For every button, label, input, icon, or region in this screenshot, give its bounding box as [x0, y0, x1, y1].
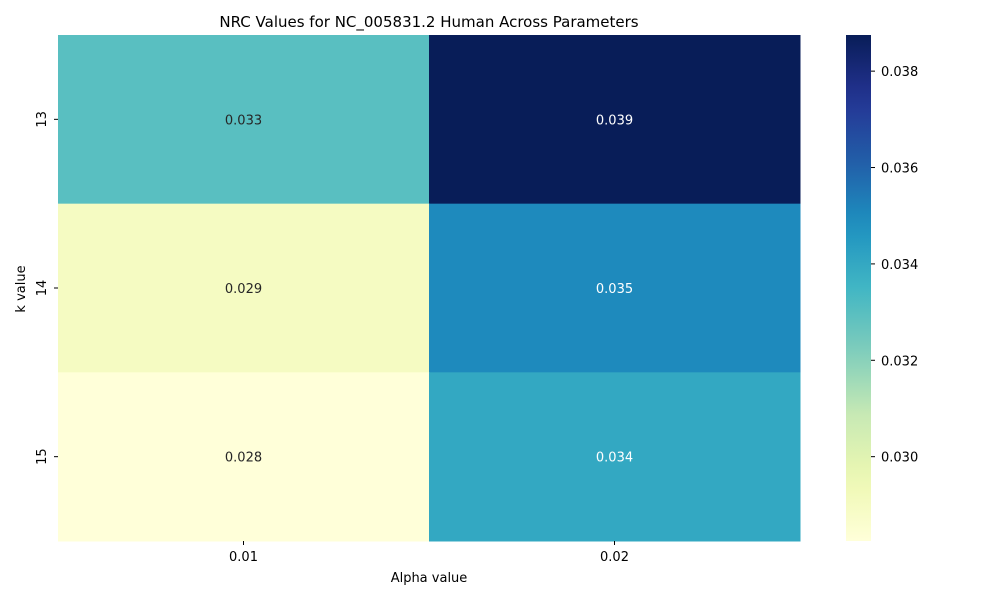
cell-value-label: 0.028: [225, 451, 262, 466]
colorbar-tick-label: 0.032: [881, 354, 918, 369]
y-axis: 13 14 15: [35, 111, 58, 465]
x-axis: 0.01 0.02: [229, 541, 629, 565]
colorbar-tick-label: 0.034: [881, 258, 918, 273]
heatmap-cell: [58, 372, 430, 542]
chart-title: NRC Values for NC_005831.2 Human Across …: [219, 13, 638, 32]
colorbar-gradient: [846, 35, 871, 541]
colorbar: 0.030 0.032 0.034 0.036 0.038: [846, 35, 918, 541]
heatmap-cell: [58, 35, 430, 205]
heatmap-cells: 0.033 0.039 0.029 0.035 0.028 0.034: [58, 35, 801, 542]
y-tick-label: 15: [35, 448, 50, 465]
cell-value-label: 0.034: [596, 451, 633, 466]
colorbar-tick-label: 0.038: [881, 65, 918, 80]
colorbar-tick-label: 0.036: [881, 162, 918, 177]
colorbar-tick-label: 0.030: [881, 451, 918, 466]
y-tick-label: 14: [35, 280, 50, 297]
x-tick-label: 0.02: [600, 550, 629, 565]
cell-value-label: 0.033: [225, 113, 262, 128]
y-tick-label: 13: [35, 111, 50, 128]
heatmap-cell: [429, 35, 801, 205]
heatmap-cell: [58, 203, 430, 373]
x-axis-label: Alpha value: [391, 571, 468, 586]
y-axis-label: k value: [14, 265, 29, 312]
x-tick-label: 0.01: [229, 550, 258, 565]
heatmap-cell: [429, 372, 801, 542]
cell-value-label: 0.029: [225, 282, 262, 297]
heatmap-cell: [429, 203, 801, 373]
cell-value-label: 0.039: [596, 113, 633, 128]
cell-value-label: 0.035: [596, 282, 633, 297]
